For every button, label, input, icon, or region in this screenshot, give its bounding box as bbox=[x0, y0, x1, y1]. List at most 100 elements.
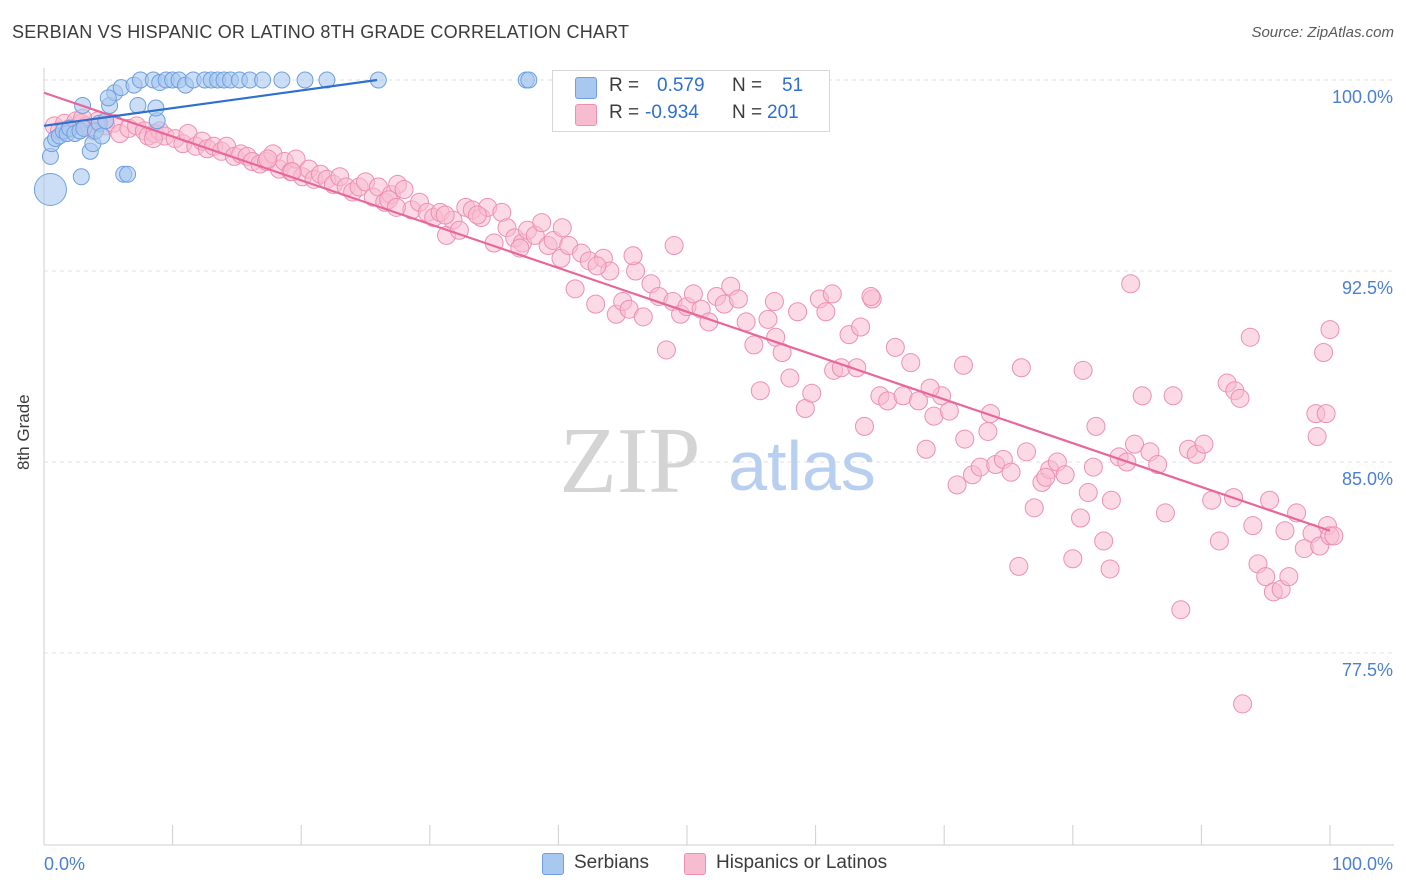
legend-n-label: N = bbox=[732, 75, 763, 96]
hispanic-point bbox=[978, 421, 998, 441]
hispanic-point bbox=[1017, 442, 1037, 462]
serbian-point bbox=[520, 71, 538, 89]
source-label: Source: ZipAtlas.com bbox=[1251, 24, 1394, 41]
hispanic-point bbox=[1086, 416, 1106, 436]
hispanic-point bbox=[1073, 360, 1093, 380]
hispanic-point bbox=[1230, 388, 1250, 408]
hispanic-point bbox=[1083, 457, 1103, 477]
serbian-point bbox=[254, 71, 272, 89]
hispanic-point bbox=[854, 416, 874, 436]
serbian-point bbox=[99, 89, 117, 107]
legend-swatch-hispanics bbox=[575, 104, 597, 126]
hispanic-point bbox=[1316, 404, 1336, 424]
serbian-point bbox=[93, 127, 111, 145]
serbian-point bbox=[273, 71, 291, 89]
hispanic-point bbox=[1071, 508, 1091, 528]
hispanic-point bbox=[1314, 342, 1334, 362]
hispanic-point bbox=[1011, 358, 1031, 378]
y-tick-label: 85.0% bbox=[1342, 469, 1393, 489]
legend-r-label: R = bbox=[609, 102, 640, 123]
y-tick-label: 100.0% bbox=[1332, 87, 1393, 107]
hispanic-point bbox=[633, 307, 653, 327]
hispanic-point bbox=[939, 401, 959, 421]
y-axis-label: 8th Grade bbox=[14, 394, 33, 470]
hispanic-point bbox=[1125, 434, 1145, 454]
hispanic-point bbox=[1101, 490, 1121, 510]
watermark-atlas: atlas bbox=[728, 427, 876, 505]
hispanic-point bbox=[802, 383, 822, 403]
hispanic-point bbox=[980, 404, 1000, 424]
legend-n-value: 51 bbox=[782, 75, 804, 96]
hispanic-point bbox=[1320, 320, 1340, 340]
hispanic-point bbox=[764, 292, 784, 312]
bottom-legend-label-hispanics: Hispanics or Latinos bbox=[716, 852, 888, 873]
serbian-point bbox=[72, 168, 90, 186]
hispanic-trend-line bbox=[43, 91, 1331, 532]
hispanic-point bbox=[1209, 531, 1229, 551]
hispanic-point bbox=[1132, 386, 1152, 406]
hispanic-point bbox=[683, 284, 703, 304]
hispanic-point bbox=[851, 317, 871, 337]
y-tick-label: 77.5% bbox=[1342, 660, 1393, 680]
hispanic-point bbox=[1256, 567, 1276, 587]
hispanic-point bbox=[908, 391, 928, 411]
hispanic-point bbox=[861, 286, 881, 306]
hispanic-point bbox=[1024, 498, 1044, 518]
chart-title: SERBIAN VS HISPANIC OR LATINO 8TH GRADE … bbox=[12, 22, 630, 42]
hispanic-point bbox=[728, 289, 748, 309]
hispanic-point bbox=[780, 368, 800, 388]
hispanic-point bbox=[1148, 455, 1168, 475]
hispanic-point bbox=[1307, 427, 1327, 447]
serbian-point bbox=[119, 165, 137, 183]
hispanic-point bbox=[1009, 556, 1029, 576]
serbian-point bbox=[147, 99, 165, 117]
hispanic-point bbox=[586, 294, 606, 314]
hispanic-point bbox=[1233, 694, 1253, 714]
hispanic-point bbox=[1279, 567, 1299, 587]
hispanic-point bbox=[736, 312, 756, 332]
legend-n-label: N = bbox=[732, 102, 763, 123]
hispanic-point bbox=[1094, 531, 1114, 551]
hispanic-point bbox=[750, 381, 770, 401]
hispanic-point bbox=[885, 337, 905, 357]
hispanic-point bbox=[565, 279, 585, 299]
hispanic-point bbox=[758, 309, 778, 329]
hispanic-point bbox=[955, 429, 975, 449]
hispanic-point bbox=[623, 246, 643, 266]
serbian-trend-line bbox=[43, 78, 378, 127]
hispanic-point bbox=[1194, 434, 1214, 454]
legend-r-label: R = bbox=[609, 75, 640, 96]
x-tick-label: 0.0% bbox=[44, 854, 85, 874]
watermark-zip: ZIP bbox=[560, 409, 701, 513]
watermark: ZIP atlas bbox=[560, 409, 876, 513]
bottom-legend-swatch-serbians bbox=[542, 853, 564, 875]
hispanic-point bbox=[947, 475, 967, 495]
hispanic-point bbox=[822, 284, 842, 304]
hispanic-point bbox=[1260, 490, 1280, 510]
hispanic-point bbox=[258, 149, 278, 169]
hispanic-point bbox=[1202, 490, 1222, 510]
legend: R = 0.579 N = 51 R = -0.934 N = 201 bbox=[552, 70, 830, 132]
hispanic-point bbox=[1100, 559, 1120, 579]
hispanic-point bbox=[847, 358, 867, 378]
hispanic-point bbox=[587, 256, 607, 276]
hispanic-point bbox=[901, 353, 921, 373]
hispanic-point bbox=[1240, 327, 1260, 347]
trend-lines bbox=[43, 78, 1331, 532]
hispanic-point bbox=[744, 335, 764, 355]
legend-n-value: 201 bbox=[767, 102, 799, 123]
serbian-point bbox=[33, 173, 67, 207]
hispanic-point bbox=[1275, 521, 1295, 541]
bottom-legend-swatch-hispanics bbox=[684, 853, 706, 875]
legend-swatch-serbians bbox=[575, 77, 597, 99]
hispanic-point bbox=[435, 205, 455, 225]
legend-r-value: -0.934 bbox=[645, 102, 699, 123]
hispanic-point bbox=[1036, 467, 1056, 487]
bottom-legend-label-serbians: Serbians bbox=[574, 852, 649, 873]
hispanic-point bbox=[1155, 503, 1175, 523]
hispanic-point bbox=[916, 439, 936, 459]
serbian-point bbox=[296, 71, 314, 89]
hispanic-point bbox=[664, 236, 684, 256]
hispanic-point bbox=[1063, 549, 1083, 569]
